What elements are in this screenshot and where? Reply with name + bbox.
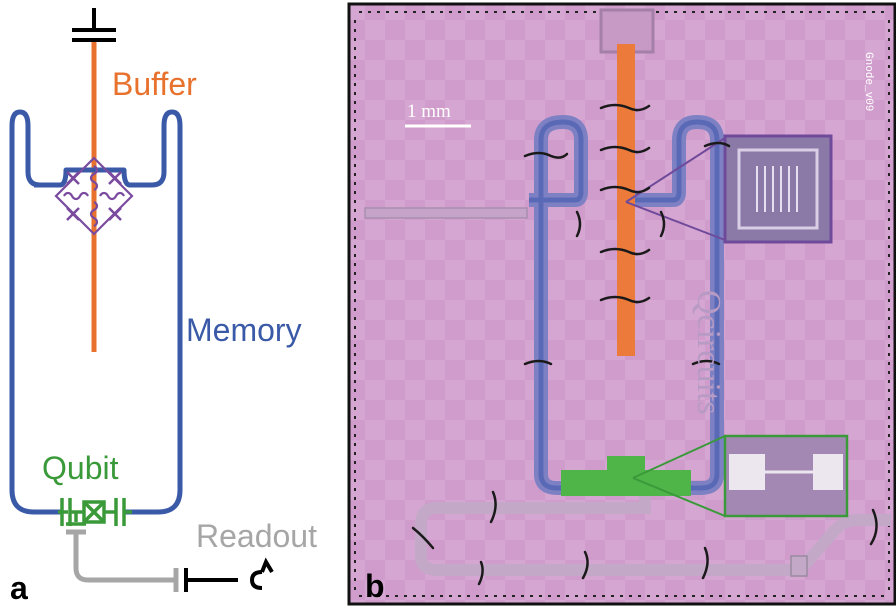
readout-label: Readout <box>196 518 317 554</box>
coupler-element <box>54 156 134 236</box>
buffer-drive-capacitor <box>72 8 116 42</box>
qubit-element <box>58 498 132 526</box>
qubit-label: Qubit <box>42 450 119 486</box>
chip-micrograph-panel: 1 mm Qcircuits Gnode_v09 b <box>345 0 896 608</box>
qubit-zoom-inset <box>632 434 849 518</box>
readout-resonator-chip <box>415 496 891 576</box>
buffer-resonator-chip <box>617 44 635 356</box>
memory-resonator <box>9 109 183 515</box>
chip-id-label: Gnode_v09 <box>862 52 874 112</box>
qubit-pad-chip <box>561 470 691 496</box>
memory-label: Memory <box>186 312 302 348</box>
panel-b-letter: b <box>365 568 385 604</box>
airbridge-wires <box>411 103 878 586</box>
left-port-stub <box>364 207 528 219</box>
readout-resonator <box>66 529 179 592</box>
scale-bar-label: 1 mm <box>407 101 451 122</box>
chip-watermark: Qcircuits <box>690 290 727 415</box>
coupler-zoom-inset <box>625 134 833 244</box>
readout-port-pad <box>790 555 808 577</box>
circuit-schematic <box>9 8 274 592</box>
buffer-label: Buffer <box>112 66 197 102</box>
schematic-panel: Buffer Memory Qubit Readout a <box>0 0 345 608</box>
chip-image <box>347 2 896 606</box>
readout-output <box>184 557 274 592</box>
panel-a-letter: a <box>10 570 28 606</box>
